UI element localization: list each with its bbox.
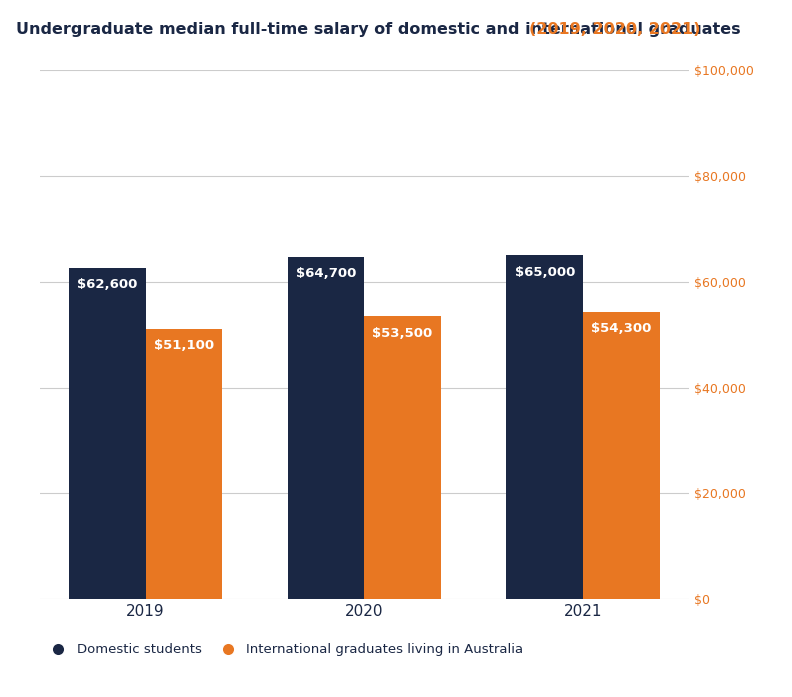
Bar [146,329,223,599]
Text: Undergraduate median full-time salary of domestic and international graduates: Undergraduate median full-time salary of… [16,22,746,38]
Text: $64,700: $64,700 [296,267,356,280]
Text: $53,500: $53,500 [372,327,432,339]
Text: $54,300: $54,300 [591,323,652,335]
Text: $65,000: $65,000 [515,266,575,279]
Text: $51,100: $51,100 [154,339,214,352]
Text: $62,600: $62,600 [77,278,138,291]
Legend: Domestic students, International graduates living in Australia: Domestic students, International graduat… [40,638,529,661]
Bar [506,255,583,599]
Bar [287,256,364,599]
Bar [583,312,660,599]
Text: (2019, 2020, 2021): (2019, 2020, 2021) [528,22,700,38]
Bar [364,316,441,599]
Bar [69,268,146,599]
